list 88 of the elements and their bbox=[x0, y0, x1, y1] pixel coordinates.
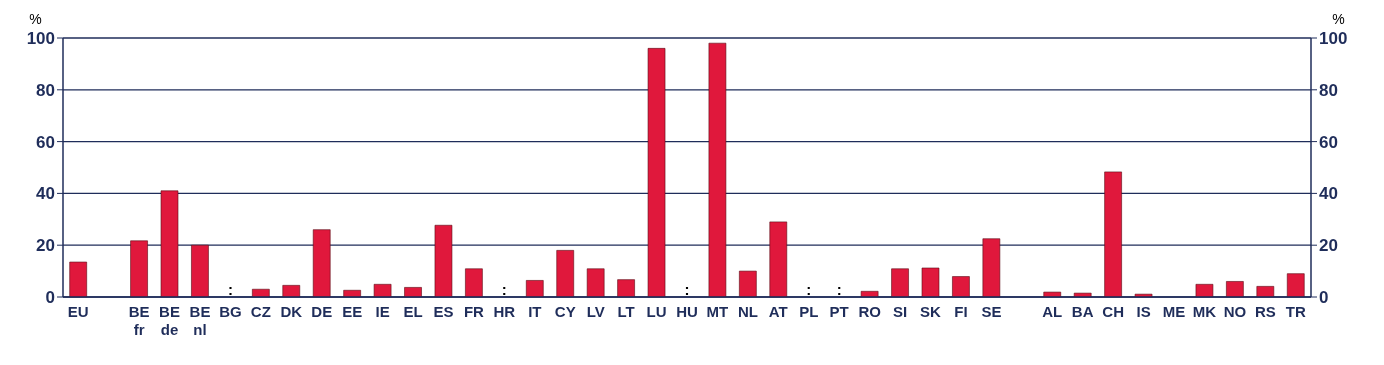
y2-tick-label: 100 bbox=[1319, 29, 1348, 49]
bar bbox=[860, 291, 879, 297]
bar bbox=[1195, 284, 1214, 297]
bar bbox=[373, 284, 392, 297]
x-tick-label: EE bbox=[342, 303, 363, 320]
x-tick-label: FR bbox=[463, 303, 485, 320]
bar bbox=[921, 267, 940, 297]
bar bbox=[1073, 292, 1092, 297]
x-tick-label: CZ bbox=[250, 303, 271, 320]
text: : bbox=[227, 281, 233, 298]
x-tick-label: BE de bbox=[159, 303, 180, 338]
bar bbox=[739, 270, 757, 297]
x-tick-label: EL bbox=[403, 303, 423, 320]
x-tick-label: BE nl bbox=[189, 303, 211, 338]
bar bbox=[586, 268, 605, 297]
bar bbox=[617, 279, 635, 297]
y2-tick-label: 40 bbox=[1319, 184, 1338, 204]
bar bbox=[69, 261, 87, 297]
y-axis-title: % bbox=[29, 11, 42, 27]
y2-tick-label: 0 bbox=[1319, 288, 1329, 308]
x-tick-label: MK bbox=[1192, 303, 1217, 320]
bar bbox=[647, 48, 666, 297]
bar bbox=[465, 268, 483, 297]
text: : bbox=[836, 281, 842, 298]
x-tick-label: NL bbox=[737, 303, 758, 320]
bar bbox=[1226, 281, 1244, 297]
x-tick-label: MT bbox=[706, 303, 729, 320]
x-tick-label: SK bbox=[920, 303, 942, 320]
x-tick-label: IT bbox=[528, 303, 542, 320]
x-tick-label: DK bbox=[280, 303, 303, 320]
y-tick-label: 80 bbox=[36, 80, 55, 100]
y2-tick-label: 60 bbox=[1319, 132, 1338, 152]
x-tick-label: BA bbox=[1071, 303, 1094, 320]
bar bbox=[1104, 171, 1122, 297]
x-tick-label: EU bbox=[67, 303, 89, 320]
bar bbox=[312, 229, 331, 297]
bar bbox=[282, 285, 301, 297]
bar bbox=[404, 287, 422, 297]
x-tick-label: ME bbox=[1162, 303, 1186, 320]
x-tick-label: IS bbox=[1136, 303, 1151, 320]
x-tick-label: IE bbox=[375, 303, 390, 320]
bar bbox=[982, 238, 1001, 297]
x-tick-label: PL bbox=[799, 303, 819, 320]
text: : bbox=[684, 281, 690, 298]
y2-axis-title: % bbox=[1332, 11, 1345, 27]
bar bbox=[525, 280, 544, 297]
x-tick-label: BG bbox=[219, 303, 242, 320]
y-tick-label: 20 bbox=[36, 236, 55, 256]
x-tick-label: CY bbox=[554, 303, 576, 320]
bar bbox=[708, 42, 727, 297]
bar bbox=[160, 190, 179, 297]
bar bbox=[1043, 291, 1062, 297]
bar bbox=[191, 244, 209, 297]
x-tick-label: ES bbox=[433, 303, 454, 320]
text: : bbox=[501, 281, 507, 298]
y-tick-label: 0 bbox=[45, 288, 55, 308]
x-tick-label: FI bbox=[954, 303, 968, 320]
x-tick-label: SE bbox=[981, 303, 1002, 320]
bar bbox=[1256, 286, 1275, 297]
x-tick-label: HU bbox=[676, 303, 698, 320]
text: : bbox=[806, 281, 812, 298]
y2-tick-label: 20 bbox=[1319, 236, 1338, 256]
x-tick-label: AT bbox=[768, 303, 788, 320]
bar bbox=[952, 276, 970, 297]
y-tick-label: 100 bbox=[26, 29, 55, 49]
bar bbox=[1286, 273, 1305, 297]
x-tick-label: RO bbox=[858, 303, 882, 320]
x-tick-label: HR bbox=[493, 303, 516, 320]
bar bbox=[130, 240, 148, 297]
bar bbox=[434, 224, 453, 297]
bar bbox=[769, 221, 788, 297]
x-tick-label: TR bbox=[1285, 303, 1306, 320]
y-tick-label: 60 bbox=[36, 132, 55, 152]
y-tick-label: 40 bbox=[36, 184, 55, 204]
x-tick-label: PT bbox=[829, 303, 849, 320]
x-tick-label: RS bbox=[1254, 303, 1276, 320]
x-tick-label: LU bbox=[646, 303, 667, 320]
y2-tick-label: 80 bbox=[1319, 80, 1338, 100]
x-tick-label: LT bbox=[617, 303, 635, 320]
x-tick-label: SI bbox=[892, 303, 908, 320]
x-tick-label: LV bbox=[586, 303, 605, 320]
bar bbox=[891, 268, 909, 297]
x-tick-label: DE bbox=[311, 303, 333, 320]
x-tick-label: AL bbox=[1042, 303, 1063, 320]
x-tick-label: NO bbox=[1223, 303, 1247, 320]
bar bbox=[556, 250, 575, 297]
x-tick-label: CH bbox=[1102, 303, 1124, 320]
x-tick-label: BE fr bbox=[128, 303, 150, 338]
